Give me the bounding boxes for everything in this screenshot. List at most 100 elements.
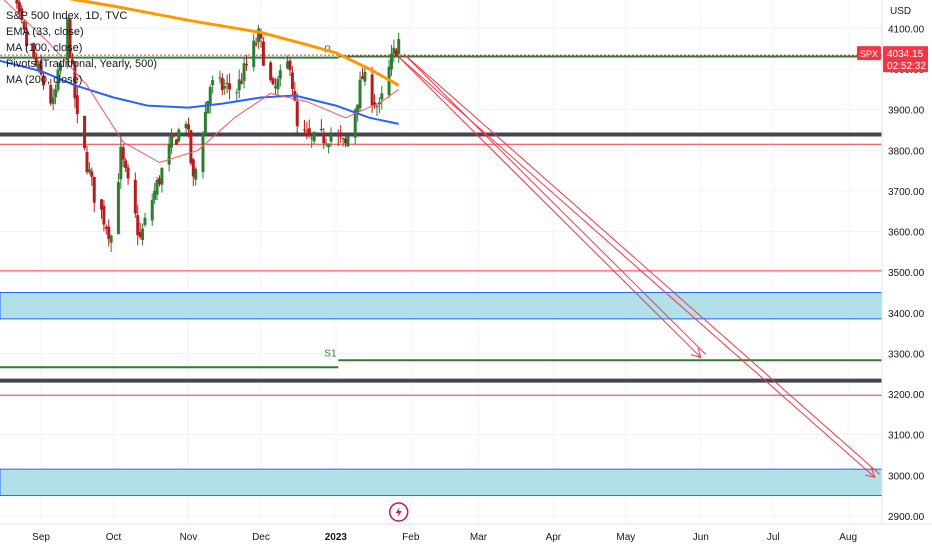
candle-body [237, 79, 241, 91]
candle-body [58, 63, 62, 71]
candle-body [186, 124, 190, 130]
candle-body [254, 43, 258, 45]
ticker-badge-text: SPX [860, 49, 878, 59]
candle-body [206, 100, 210, 114]
candle-body [87, 169, 91, 173]
price-tick-label: 3200.00 [888, 390, 925, 401]
candle-body [104, 226, 108, 229]
candle-body [240, 81, 244, 84]
candle-body [194, 168, 198, 180]
candle-body [353, 109, 357, 138]
candle-body [341, 138, 345, 140]
candle-body [51, 97, 55, 104]
candle-body [302, 129, 306, 131]
legend-ma100[interactable]: MA (100, close) [6, 42, 83, 54]
candle-body [356, 104, 360, 114]
price-axis[interactable]: USD 2900.00 3000.00 3100.00 3200.00 3300.00 34… [857, 0, 932, 550]
candle-body [394, 49, 398, 57]
legend-ema[interactable]: EMA (33, close) [6, 26, 84, 38]
candle-body [312, 131, 316, 142]
projection-line [403, 53, 881, 475]
price-tick-label: 2900.00 [888, 512, 925, 523]
candle-body [133, 179, 137, 214]
time-axis[interactable]: Sep Oct Nov Dec 2023 Feb Mar Apr May Jun Jul Aug [0, 523, 932, 550]
legend-ma200[interactable]: MA (200, close) [6, 74, 83, 86]
time-tick-label: Jun [693, 532, 709, 543]
flash-icon[interactable] [388, 502, 409, 522]
candle-body [363, 71, 367, 82]
candle-body [327, 144, 331, 148]
time-axis-bg [0, 524, 932, 550]
candle-body [375, 105, 379, 108]
candle-body [370, 74, 374, 106]
candle-body [54, 89, 58, 98]
candle-body [189, 130, 193, 164]
candle-body [242, 63, 246, 82]
candle-body [225, 83, 229, 85]
time-tick-label: May [616, 532, 635, 543]
candle-body [172, 133, 176, 137]
candle-body [116, 182, 120, 235]
price-tick-label: 3500.00 [888, 268, 925, 279]
countdown-text: 02:52:32 [887, 61, 926, 72]
support-zone [0, 291, 883, 320]
candle-body [358, 79, 362, 109]
time-tick-label: Apr [546, 532, 562, 543]
last-price-text: 4034.15 [887, 49, 924, 60]
candle-body [75, 95, 79, 115]
candle-body [397, 39, 401, 55]
candle-body [177, 129, 181, 142]
candle-body [109, 235, 113, 243]
candle-body [73, 62, 77, 99]
candle-body [310, 137, 314, 139]
candle-body [124, 160, 128, 168]
time-tick-label: 2023 [325, 532, 348, 543]
candle-body [119, 146, 123, 180]
candle-body [136, 215, 140, 236]
legend-pivots[interactable]: Pivots (Traditional, Yearly, 500) [6, 58, 158, 70]
candle-body [90, 171, 94, 177]
candle-body [191, 159, 195, 177]
price-tick-label: 3400.00 [888, 309, 925, 320]
legend-symbol-title[interactable]: S&P 500 Index, 1D, TVC [6, 10, 128, 22]
projection-line [398, 56, 876, 478]
candle-body [339, 132, 343, 137]
candle-body [360, 76, 364, 80]
candle-body [141, 228, 145, 240]
candle-body [307, 128, 311, 136]
currency-label: USD [890, 6, 911, 17]
time-tick-label: Feb [402, 532, 420, 543]
candle-body [160, 167, 164, 185]
candle-body [41, 76, 45, 86]
candle-body [211, 80, 215, 85]
ema33-line [3, 0, 399, 163]
time-tick-label: Mar [470, 532, 488, 543]
candle-body [269, 62, 273, 81]
candle-body [25, 31, 29, 47]
pivot-label: S1 [324, 348, 337, 359]
time-tick-label: Nov [180, 532, 198, 543]
candle-body [319, 128, 323, 130]
price-tick-label: 3100.00 [888, 431, 925, 442]
projection-arrows [398, 53, 881, 478]
time-tick-label: Dec [252, 532, 270, 543]
candle-body [150, 200, 154, 221]
ma100-line [0, 59, 399, 125]
candle-body [380, 93, 384, 100]
candle-body [252, 40, 256, 68]
candle-body [271, 78, 275, 85]
projection-line [403, 53, 707, 355]
ma200-line [68, 0, 400, 87]
candle-body [329, 134, 333, 142]
moving-averages [0, 0, 400, 163]
candle-body [286, 61, 290, 69]
candle-body [56, 69, 60, 91]
candle-body [70, 59, 74, 64]
flash-icon-bolt [395, 507, 402, 517]
candle-body [324, 143, 328, 145]
candle-body [170, 136, 174, 148]
candle-body [126, 167, 130, 179]
horizontal-levels: PS1 [0, 44, 882, 396]
last-price-badge [883, 46, 928, 73]
